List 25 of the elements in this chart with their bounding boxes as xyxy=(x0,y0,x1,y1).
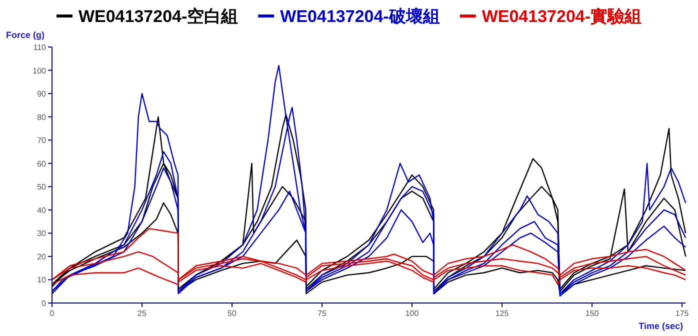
x-tick-label: 0 xyxy=(50,309,55,318)
y-tick-label: 0 xyxy=(42,299,47,308)
y-tick-label: 90 xyxy=(37,90,47,99)
y-tick-label: 110 xyxy=(33,43,47,52)
x-tick-label: 50 xyxy=(228,309,237,318)
legend-label: WE04137204-實驗組 xyxy=(482,7,642,26)
y-axis-title: Force (g) xyxy=(6,30,45,40)
y-tick-label: 10 xyxy=(37,276,47,285)
y-tick-label: 40 xyxy=(37,206,47,215)
x-tick-label: 25 xyxy=(138,309,147,318)
y-tick-label: 60 xyxy=(37,159,47,168)
x-tick-label: 125 xyxy=(495,309,510,318)
x-axis-title: Time (sec) xyxy=(638,321,683,331)
y-tick-label: 20 xyxy=(37,252,47,262)
y-tick-label: 70 xyxy=(37,136,47,146)
legend-label: WE04137204-空白組 xyxy=(78,7,238,26)
legend-label: WE04137204-破壞組 xyxy=(280,7,440,26)
y-tick-label: 80 xyxy=(37,112,47,122)
x-tick-label: 150 xyxy=(585,309,600,318)
y-tick-label: 30 xyxy=(37,229,47,238)
x-tick-label: 175 xyxy=(675,309,690,318)
y-tick-label: 100 xyxy=(32,66,47,76)
x-tick-label: 75 xyxy=(318,309,327,318)
x-tick-label: 100 xyxy=(405,309,420,318)
y-tick-label: 50 xyxy=(37,182,47,192)
